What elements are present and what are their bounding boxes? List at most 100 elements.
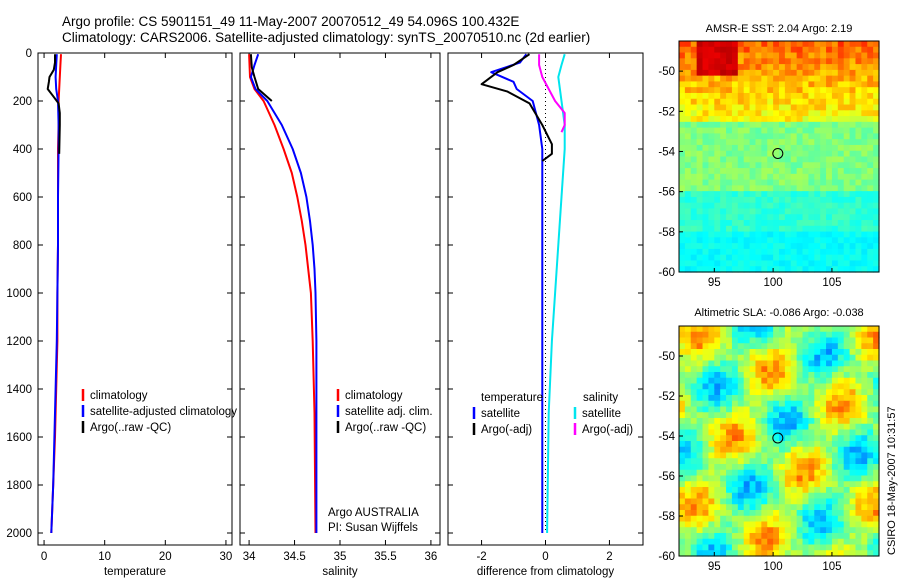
heatmap-cell	[861, 349, 868, 356]
heatmap-cell	[802, 260, 810, 267]
heatmap-cell	[849, 69, 857, 77]
heatmap-cell	[767, 372, 774, 379]
heatmap-cell	[755, 168, 762, 175]
heatmap-cell	[814, 64, 821, 71]
heatmap-cell	[814, 504, 821, 511]
heatmap-cell	[720, 515, 727, 523]
heatmap-cell	[837, 372, 845, 379]
heatmap-cell	[761, 354, 768, 362]
heatmap-cell	[755, 550, 762, 557]
heatmap-cell	[690, 81, 698, 88]
heatmap-cell	[796, 225, 804, 233]
heatmap-cell	[720, 538, 727, 546]
heatmap-cell	[784, 452, 792, 459]
heatmap-cell	[749, 110, 757, 117]
heatmap-cell	[784, 69, 792, 77]
heatmap-cell	[873, 185, 880, 192]
heatmap-cell	[808, 429, 815, 436]
heatmap-cell	[861, 168, 868, 175]
heatmap-cell	[743, 248, 751, 256]
heatmap-cell	[808, 179, 815, 186]
heatmap-cell	[820, 464, 827, 471]
heatmap-cell	[755, 225, 762, 233]
heatmap-cell	[831, 64, 839, 71]
heatmap-cell	[767, 331, 774, 339]
heatmap-cell	[708, 423, 715, 431]
heatmap-cell	[684, 492, 692, 500]
heatmap-cell	[790, 243, 798, 250]
heatmap-cell	[720, 208, 727, 215]
heatmap-cell	[731, 406, 739, 413]
heatmap-cell	[831, 418, 839, 425]
heatmap-cell	[796, 150, 804, 158]
heatmap-cell	[731, 360, 739, 367]
heatmap-cell	[843, 81, 851, 88]
heatmap-cell	[773, 458, 780, 465]
heatmap-cell	[726, 423, 733, 431]
heatmap-cell	[796, 492, 804, 500]
heatmap-cell	[784, 435, 792, 442]
heatmap-cell	[690, 458, 698, 465]
heatmap-cell	[814, 254, 821, 262]
heatmap-cell	[814, 389, 821, 396]
heatmap-cell	[779, 366, 786, 373]
heatmap-cell	[814, 162, 821, 169]
plot-frame	[37, 52, 233, 546]
heatmap-cell	[755, 214, 762, 221]
heatmap-cell	[696, 243, 704, 250]
heatmap-cell	[761, 266, 768, 273]
heatmap-cell	[761, 452, 768, 459]
heatmap-cell	[714, 515, 721, 523]
heatmap-cell	[731, 504, 739, 511]
heatmap-cell	[843, 429, 851, 436]
heatmap-cell	[814, 366, 821, 373]
heatmap-cell	[855, 202, 862, 210]
heatmap-cell	[731, 538, 739, 546]
heatmap-cell	[784, 412, 792, 419]
heatmap-cell	[873, 150, 880, 158]
heatmap-cell	[796, 550, 804, 557]
heatmap-cell	[873, 366, 880, 373]
heatmap-cell	[702, 349, 710, 356]
heatmap-cell	[679, 481, 686, 488]
heatmap-cell	[808, 58, 815, 65]
heatmap-cell	[743, 144, 751, 152]
heatmap-cell	[779, 179, 786, 186]
heatmap-cell	[796, 366, 804, 373]
heatmap-cell	[720, 331, 727, 339]
heatmap-cell	[820, 492, 827, 500]
heatmap-cell	[708, 254, 715, 262]
heatmap-cell	[737, 225, 745, 233]
heatmap-cell	[731, 429, 739, 436]
heatmap-cell	[737, 41, 745, 48]
heatmap-cell	[755, 504, 762, 511]
heatmap-cell	[837, 41, 845, 48]
heatmap-cell	[784, 144, 792, 152]
heatmap-cell	[855, 220, 862, 227]
heatmap-cell	[708, 225, 715, 233]
heatmap-cell	[773, 144, 780, 152]
heatmap-cell	[720, 395, 727, 402]
heatmap-cell	[773, 64, 780, 71]
heatmap-cell	[861, 220, 868, 227]
heatmap-cell	[779, 337, 786, 344]
heatmap-cell	[755, 383, 762, 390]
heatmap-cell	[867, 366, 874, 373]
heatmap-cell	[808, 237, 815, 244]
heatmap-cell	[767, 458, 774, 465]
heatmap-cell	[696, 69, 704, 77]
heatmap-cell	[690, 208, 698, 215]
heatmap-cell	[749, 487, 757, 494]
heatmap-cell	[679, 349, 686, 356]
heatmap-cell	[784, 202, 792, 210]
heatmap-cell	[737, 116, 745, 123]
heatmap-cell	[731, 337, 739, 344]
heatmap-cell	[826, 354, 833, 362]
heatmap-cell	[802, 395, 810, 402]
heatmap-cell	[743, 254, 751, 262]
heatmap-cell	[696, 366, 704, 373]
heatmap-cell	[796, 202, 804, 210]
heatmap-cell	[749, 69, 757, 77]
heatmap-cell	[855, 231, 862, 238]
heatmap-cell	[867, 64, 874, 71]
